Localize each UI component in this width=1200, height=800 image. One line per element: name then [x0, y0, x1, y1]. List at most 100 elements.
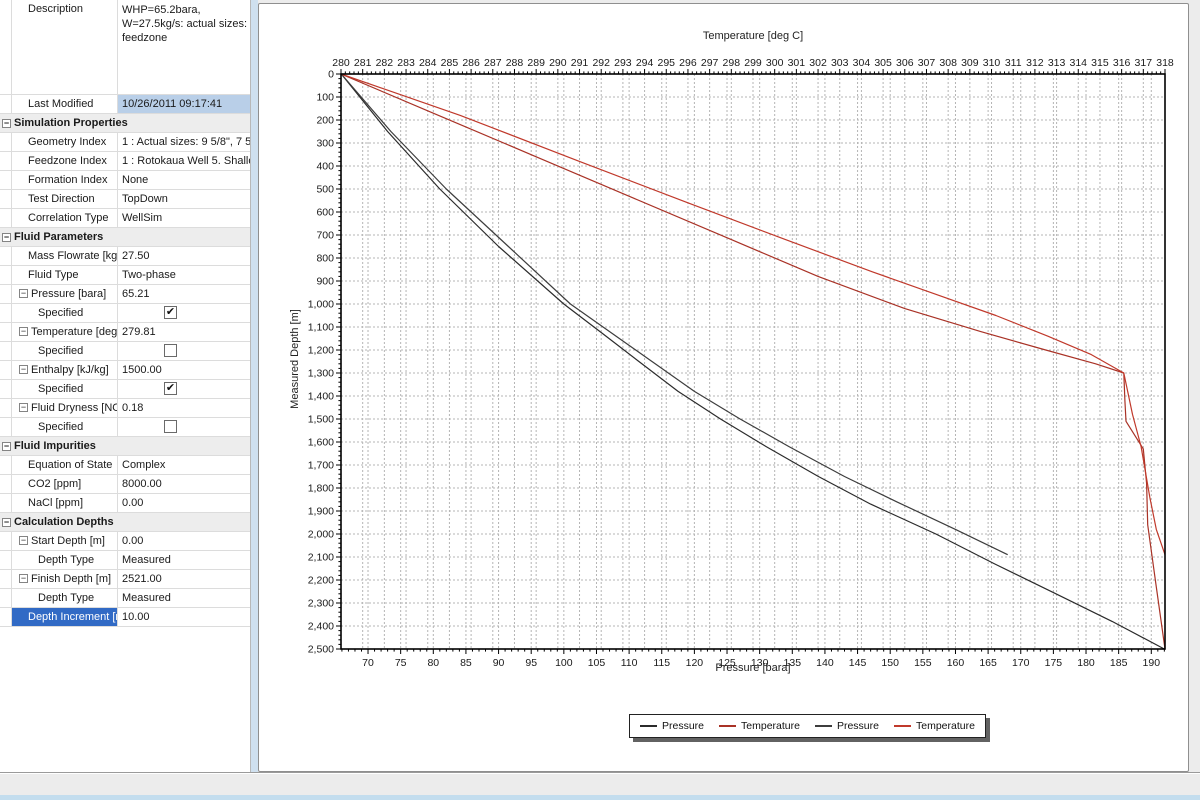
property-value[interactable]: WellSim	[122, 212, 163, 224]
property-label[interactable]: Pressure [bara]	[12, 285, 118, 303]
property-value[interactable]: Measured	[122, 592, 171, 604]
collapse-icon[interactable]	[19, 327, 28, 336]
checkbox-checked[interactable]	[164, 306, 177, 319]
collapse-icon[interactable]	[19, 574, 28, 583]
property-value[interactable]: WHP=65.2bara, W=27.5kg/s: actual sizes: …	[122, 4, 248, 44]
property-row[interactable]: Temperature [deg C 279.81	[0, 323, 250, 342]
well-output-plot: 280 281 282 283 284 285 286 287 288 289 290 291 292 2…	[308, 57, 1174, 669]
property-label[interactable]: Formation Index	[12, 171, 118, 189]
property-label[interactable]: Description	[12, 0, 118, 94]
checkbox-checked[interactable]	[164, 382, 177, 395]
property-value[interactable]: 0.18	[122, 402, 144, 414]
property-row[interactable]: NaCl [ppm] 0.00	[0, 494, 250, 513]
property-label[interactable]: Specified	[12, 342, 118, 360]
checkbox-unchecked[interactable]	[164, 420, 177, 433]
svg-text:175: 175	[1045, 657, 1063, 669]
property-row[interactable]: Mass Flowrate [kg/s 27.50	[0, 247, 250, 266]
property-label[interactable]: Specified	[12, 418, 118, 436]
property-label[interactable]: CO2 [ppm]	[12, 475, 118, 493]
property-label[interactable]: Depth Increment [m	[12, 608, 118, 626]
property-value[interactable]: 0.00	[122, 535, 144, 547]
property-row[interactable]: Pressure [bara] 65.21	[0, 285, 250, 304]
property-label[interactable]: Depth Type	[12, 589, 118, 607]
property-label[interactable]: Last Modified	[12, 95, 118, 113]
property-row[interactable]: Fluid Dryness [NONE 0.18	[0, 399, 250, 418]
property-value[interactable]: Measured	[122, 554, 171, 566]
property-row[interactable]: CO2 [ppm] 8000.00	[0, 475, 250, 494]
property-label[interactable]: Feedzone Index	[12, 152, 118, 170]
collapse-icon[interactable]	[2, 233, 11, 242]
property-label[interactable]: Enthalpy [kJ/kg]	[12, 361, 118, 379]
property-label[interactable]: Temperature [deg C	[12, 323, 118, 341]
property-row[interactable]: Formation Index None	[0, 171, 250, 190]
collapse-icon[interactable]	[2, 518, 11, 527]
property-row[interactable]: Feedzone Index 1 : Rotokaua Well 5. Shall…	[0, 152, 250, 171]
property-value[interactable]: Complex	[122, 459, 166, 471]
property-row[interactable]: Test Direction TopDown	[0, 190, 250, 209]
collapse-icon[interactable]	[2, 442, 11, 451]
property-label[interactable]: Geometry Index	[12, 133, 118, 151]
property-value[interactable]: 1500.00	[122, 364, 162, 376]
property-row[interactable]: Last Modified 10/26/2011 09:17:41	[0, 95, 250, 114]
property-row[interactable]: Equation of State Complex	[0, 456, 250, 475]
property-value[interactable]: TopDown	[122, 193, 168, 205]
category-label: Simulation Properties	[14, 117, 128, 129]
category-row[interactable]: Calculation Depths	[0, 513, 250, 532]
property-row[interactable]: Geometry Index 1 : Actual sizes: 9 5/8", …	[0, 133, 250, 152]
category-row[interactable]: Fluid Impurities	[0, 437, 250, 456]
property-label[interactable]: Finish Depth [m]	[12, 570, 118, 588]
property-label[interactable]: Test Direction	[12, 190, 118, 208]
property-value[interactable]: 10.00	[122, 611, 150, 623]
property-value[interactable]: 8000.00	[122, 478, 162, 490]
property-label[interactable]: Specified	[12, 380, 118, 398]
property-value[interactable]	[118, 380, 250, 398]
property-row[interactable]: Enthalpy [kJ/kg] 1500.00	[0, 361, 250, 380]
property-row[interactable]: Finish Depth [m] 2521.00	[0, 570, 250, 589]
property-value[interactable]: None	[122, 174, 149, 186]
collapse-icon[interactable]	[19, 536, 28, 545]
temperature-measured-curve	[340, 73, 1166, 555]
property-row[interactable]: Specified	[0, 418, 250, 437]
legend-line-swatch	[719, 725, 737, 727]
checkbox-unchecked[interactable]	[164, 344, 177, 357]
property-row[interactable]: Depth Type Measured	[0, 551, 250, 570]
property-value[interactable]: 1 : Rotokaua Well 5. Shallow	[122, 155, 250, 167]
property-row[interactable]: Specified	[0, 342, 250, 361]
category-row[interactable]: Simulation Properties	[0, 114, 250, 133]
category-row[interactable]: Fluid Parameters	[0, 228, 250, 247]
property-row[interactable]: Specified	[0, 380, 250, 399]
panel-splitter[interactable]	[251, 0, 258, 772]
property-label[interactable]: Correlation Type	[12, 209, 118, 227]
property-value[interactable]: 27.50	[122, 250, 150, 262]
property-row[interactable]: Description WHP=65.2bara, W=27.5kg/s: act…	[0, 0, 250, 95]
property-label[interactable]: Mass Flowrate [kg/s	[12, 247, 118, 265]
property-value[interactable]: 0.00	[122, 497, 144, 509]
row-gutter	[0, 361, 12, 379]
property-label[interactable]: Equation of State	[12, 456, 118, 474]
property-value[interactable]: 279.81	[122, 326, 156, 338]
property-value[interactable]	[118, 304, 250, 322]
property-value[interactable]: 65.21	[122, 288, 150, 300]
property-row[interactable]: Correlation Type WellSim	[0, 209, 250, 228]
property-value[interactable]	[118, 342, 250, 360]
property-value[interactable]	[118, 418, 250, 436]
property-value[interactable]: 2521.00	[122, 573, 162, 585]
property-label[interactable]: Specified	[12, 304, 118, 322]
collapse-icon[interactable]	[19, 365, 28, 374]
property-row[interactable]: Start Depth [m] 0.00	[0, 532, 250, 551]
property-label[interactable]: Start Depth [m]	[12, 532, 118, 550]
property-value[interactable]: 1 : Actual sizes: 9 5/8", 7 5	[122, 136, 250, 148]
collapse-icon[interactable]	[19, 289, 28, 298]
property-row[interactable]: Fluid Type Two-phase	[0, 266, 250, 285]
property-label[interactable]: Fluid Dryness [NONE	[12, 399, 118, 417]
property-label[interactable]: NaCl [ppm]	[12, 494, 118, 512]
property-value[interactable]: 10/26/2011 09:17:41	[118, 95, 250, 113]
property-label[interactable]: Depth Type	[12, 551, 118, 569]
property-row[interactable]: Specified	[0, 304, 250, 323]
property-row[interactable]: Depth Increment [m 10.00	[0, 608, 250, 627]
property-value[interactable]: Two-phase	[122, 269, 176, 281]
property-label[interactable]: Fluid Type	[12, 266, 118, 284]
collapse-icon[interactable]	[2, 119, 11, 128]
property-row[interactable]: Depth Type Measured	[0, 589, 250, 608]
collapse-icon[interactable]	[19, 403, 28, 412]
